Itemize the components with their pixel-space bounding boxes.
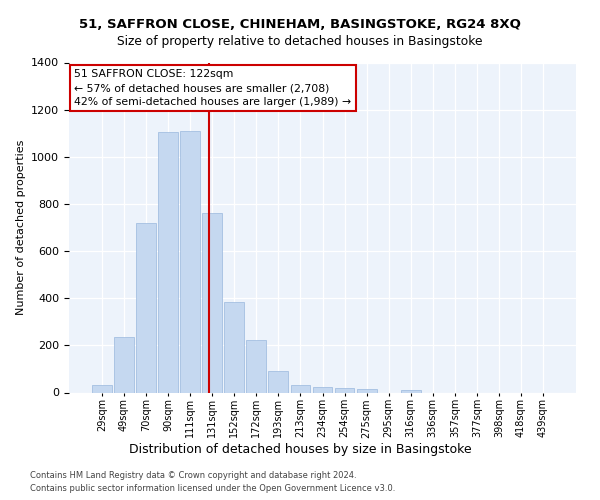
Bar: [313, 386, 332, 392]
Bar: [401, 390, 421, 392]
Bar: [247, 340, 266, 392]
Bar: [356, 389, 377, 392]
Y-axis label: Number of detached properties: Number of detached properties: [16, 140, 26, 315]
Text: Contains public sector information licensed under the Open Government Licence v3: Contains public sector information licen…: [30, 484, 395, 493]
Bar: [335, 388, 355, 392]
Bar: [158, 132, 178, 392]
Bar: [92, 386, 112, 392]
Text: 51, SAFFRON CLOSE, CHINEHAM, BASINGSTOKE, RG24 8XQ: 51, SAFFRON CLOSE, CHINEHAM, BASINGSTOKE…: [79, 18, 521, 30]
Text: Size of property relative to detached houses in Basingstoke: Size of property relative to detached ho…: [117, 35, 483, 48]
Bar: [290, 386, 310, 392]
Bar: [180, 131, 200, 392]
Bar: [136, 223, 156, 392]
Bar: [224, 302, 244, 392]
Bar: [202, 214, 222, 392]
Text: Contains HM Land Registry data © Crown copyright and database right 2024.: Contains HM Land Registry data © Crown c…: [30, 471, 356, 480]
Text: Distribution of detached houses by size in Basingstoke: Distribution of detached houses by size …: [128, 442, 472, 456]
Text: 51 SAFFRON CLOSE: 122sqm
← 57% of detached houses are smaller (2,708)
42% of sem: 51 SAFFRON CLOSE: 122sqm ← 57% of detach…: [74, 69, 351, 107]
Bar: [114, 337, 134, 392]
Bar: [268, 372, 289, 392]
